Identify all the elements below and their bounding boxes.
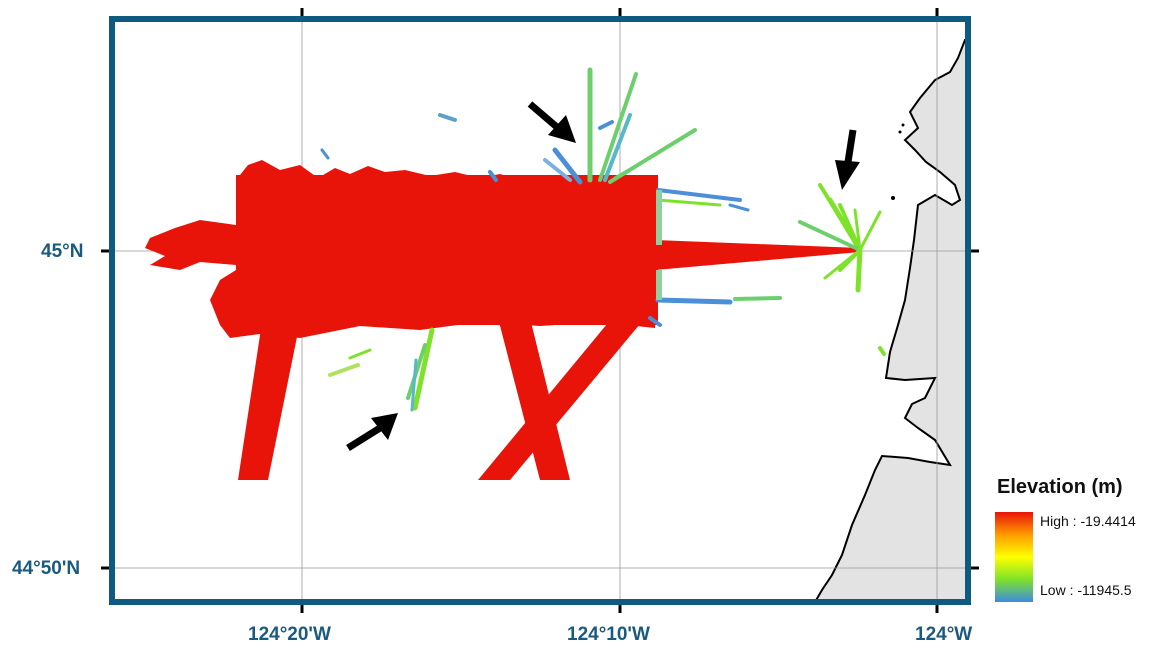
map-frame [109,16,971,605]
outlier-swaths [320,67,886,412]
x-tick-label: 124°20'W [248,624,331,645]
legend-low-label: Low : -11945.5 [1040,582,1132,598]
legend-color-ramp [995,512,1033,602]
annotation-arrows [346,101,860,451]
arrow-upper-right [835,129,860,190]
x-tick-label: 124°W [915,624,973,645]
y-tick-label: 45°N [41,241,84,262]
coast-rock [898,130,902,134]
arrow-lower-left [346,413,398,451]
arrow-upper-center [527,101,576,143]
legend-high-label: High : -19.4414 [1040,513,1136,529]
land-area [813,39,968,602]
x-tick-label: 124°10'W [567,624,650,645]
y-tick-label: 44°50'N [12,558,81,579]
survey-coverage [145,160,860,480]
coast-rock [901,123,905,127]
legend-title: Elevation (m) [997,476,1123,498]
coast-rock [891,196,895,200]
